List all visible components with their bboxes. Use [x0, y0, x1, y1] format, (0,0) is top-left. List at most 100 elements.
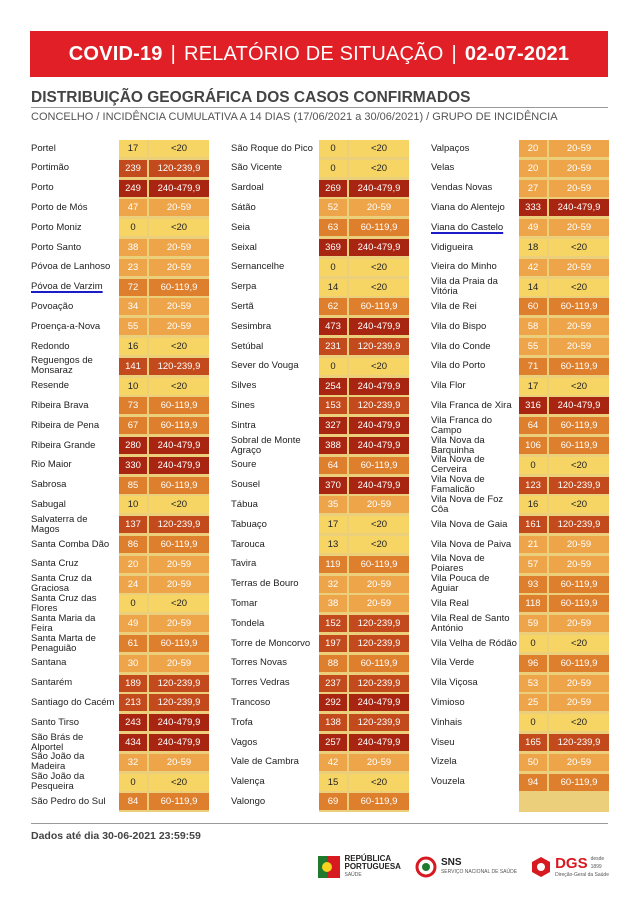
incidence-group: <20: [549, 239, 609, 256]
concelho-name: Sobral de Monte Agraço: [231, 434, 301, 456]
incidence-group: 20-59: [149, 258, 209, 276]
concelho-name: Serpa: [231, 281, 257, 293]
table-row: Torres Vedras 237 120-239,9: [231, 674, 409, 692]
incidence-group: 120-239,9: [149, 516, 209, 534]
concelho-name: Portimão: [31, 162, 70, 174]
incidence-group: 20-59: [349, 595, 409, 613]
incidence-group: 240-479,9: [149, 179, 209, 197]
incidence-group: 120-239,9: [349, 674, 409, 692]
incidence-value: 153: [319, 397, 347, 415]
incidence-value: 254: [319, 377, 347, 395]
concelho-name: Porto Santo: [31, 241, 82, 253]
incidence-value: 16: [519, 496, 547, 514]
incidence-value: 58: [519, 318, 547, 336]
incidence-value: 30: [119, 654, 147, 672]
incidence-group: 60-119,9: [549, 773, 609, 791]
incidence-group: <20: [149, 219, 209, 237]
table-row: Porto de Mós 47 20-59: [31, 199, 209, 217]
incidence-group: 20-59: [549, 338, 609, 355]
incidence-value: 197: [319, 635, 347, 652]
incidence-value: 138: [319, 714, 347, 732]
incidence-group: <20: [349, 773, 409, 791]
concelho-name: Vila Real: [431, 597, 469, 609]
concelho-name: Vidigueira: [431, 241, 474, 253]
table-row: Santo Tirso 243 240-479,9: [31, 714, 209, 732]
incidence-value: 0: [319, 140, 347, 157]
incidence-value: 330: [119, 456, 147, 474]
table-row: Santa Maria da Feira 49 20-59: [31, 612, 209, 634]
incidence-group: <20: [549, 278, 609, 296]
incidence-value: 213: [119, 694, 147, 712]
table-row: Sines 153 120-239,9: [231, 397, 409, 415]
table-row: Valongo 69 60-119,9: [231, 793, 409, 811]
table-row: Vila Nova de Poiares 57 20-59: [431, 554, 609, 574]
incidence-value: 16: [119, 338, 147, 355]
incidence-group: 60-119,9: [549, 575, 609, 593]
incidence-value: 23: [119, 258, 147, 276]
concelho-name: Vila Real de Santo António: [431, 612, 510, 634]
concelho-name: Santa Maria da Feira: [31, 612, 96, 634]
incidence-value: 370: [319, 476, 347, 494]
incidence-group: 60-119,9: [149, 476, 209, 494]
incidence-group: 120-239,9: [149, 694, 209, 712]
incidence-group: 240-479,9: [149, 734, 209, 751]
incidence-group: 60-119,9: [149, 793, 209, 811]
table-row: São João da Pesqueira 0 <20: [31, 772, 209, 792]
incidence-value: 434: [119, 734, 147, 751]
incidence-group: <20: [549, 456, 609, 474]
incidence-value: 14: [319, 278, 347, 296]
table-row: Valpaços 20 20-59: [431, 140, 609, 157]
table-row: Póvoa de Lanhoso 23 20-59: [31, 258, 209, 276]
concelho-name: Soure: [231, 459, 257, 471]
concelho-name: Reguengos de Monsaraz: [31, 355, 93, 377]
concelho-name: Tábua: [231, 498, 258, 510]
incidence-group: <20: [349, 357, 409, 375]
incidence-value: 64: [319, 456, 347, 474]
incidence-group: 60-119,9: [549, 417, 609, 435]
table-row: Vila do Bispo 58 20-59: [431, 318, 609, 336]
table-row: Terras de Bouro 32 20-59: [231, 575, 409, 593]
incidence-value: 0: [119, 773, 147, 791]
table-row: Vila Nova da Barquinha 106 60-119,9: [431, 435, 609, 455]
concelho-name: São Brás de Alportel: [31, 731, 84, 753]
incidence-value: 327: [319, 417, 347, 435]
incidence-value: 118: [519, 595, 547, 613]
concelho-name: Seia: [231, 221, 251, 233]
incidence-group: 60-119,9: [149, 635, 209, 652]
incidence-group: 240-479,9: [549, 199, 609, 217]
sns-sub-label: SERVIÇO NACIONAL DE SAÚDE: [440, 869, 518, 875]
incidence-group: 60-119,9: [349, 219, 409, 237]
incidence-value: 53: [519, 674, 547, 692]
incidence-group: 240-479,9: [349, 437, 409, 454]
table-row: Vendas Novas 27 20-59: [431, 179, 609, 197]
incidence-value: 0: [119, 219, 147, 237]
concelho-name: Póvoa de Varzim: [31, 281, 103, 293]
concelho-name: Sátão: [231, 201, 256, 213]
table-row: Porto 249 240-479,9: [31, 179, 209, 197]
table-row: Salvaterra de Magos 137 120-239,9: [31, 514, 209, 534]
incidence-group: 60-119,9: [149, 278, 209, 296]
table-row: Vila Real de Santo António 59 20-59: [431, 612, 609, 634]
incidence-value: 64: [519, 417, 547, 435]
table-row: Portel 17 <20: [31, 140, 209, 157]
table-row: Sernancelhe 0 <20: [231, 258, 409, 276]
table-row: Vila do Porto 71 60-119,9: [431, 357, 609, 375]
incidence-value: 161: [519, 516, 547, 534]
concelho-name: Ribeira de Pena: [31, 419, 100, 431]
incidence-group: 20-59: [549, 159, 609, 177]
incidence-group: 240-479,9: [349, 734, 409, 751]
table-row: São João da Madeira 32 20-59: [31, 751, 209, 773]
concelho-name: Sabrosa: [31, 479, 67, 491]
concelho-name: Torres Novas: [231, 657, 287, 669]
incidence-group: 120-239,9: [149, 159, 209, 177]
table-row: Vila de Rei 60 60-119,9: [431, 298, 609, 316]
incidence-group: 20-59: [149, 298, 209, 316]
concelho-column: São Roque do Pico 0 <20 São Vicente 0 <20 Sard…: [231, 140, 409, 812]
table-row: Vale de Cambra 42 20-59: [231, 753, 409, 771]
concelho-name: Vila Franca do Campo: [431, 414, 493, 436]
incidence-value: 13: [319, 536, 347, 553]
table-row: Vila Viçosa 53 20-59: [431, 674, 609, 692]
table-row: Vimioso 25 20-59: [431, 694, 609, 712]
concelho-name: São João da Madeira: [31, 751, 85, 773]
incidence-value: 35: [319, 496, 347, 514]
